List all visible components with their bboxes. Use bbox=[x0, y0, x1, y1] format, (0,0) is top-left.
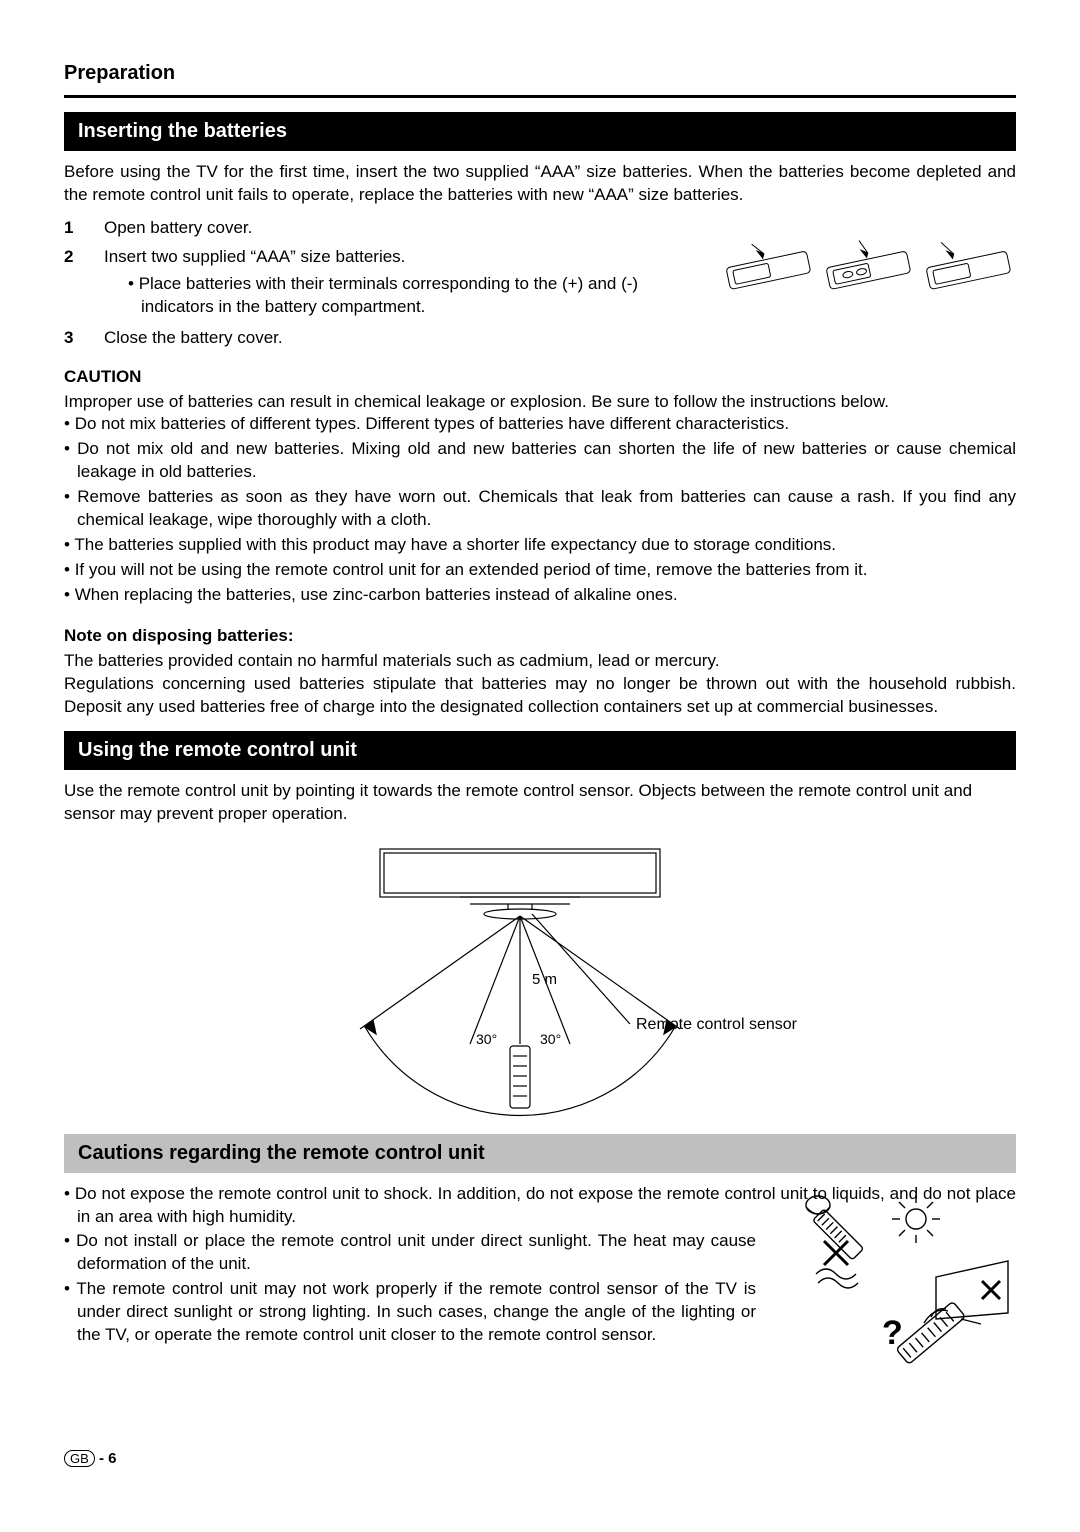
divider bbox=[64, 95, 1016, 98]
step-num: 2 bbox=[64, 246, 104, 321]
step-text: Close the battery cover. bbox=[104, 327, 283, 350]
angle-left-label: 30° bbox=[476, 1031, 497, 1047]
note-p2: Regulations concerning used batteries st… bbox=[64, 673, 1016, 719]
step-2-sub: Place batteries with their terminals cor… bbox=[128, 273, 706, 319]
caution-item: The remote control unit may not work pro… bbox=[64, 1278, 1016, 1347]
distance-label: 5 m bbox=[532, 971, 557, 988]
caution-item: Do not install or place the remote contr… bbox=[64, 1230, 1016, 1276]
footer-page-num: 6 bbox=[108, 1450, 116, 1467]
caution-item: Remove batteries as soon as they have wo… bbox=[64, 486, 1016, 532]
note-label: Note on disposing batteries: bbox=[64, 625, 1016, 648]
caution-item: Do not expose the remote control unit to… bbox=[64, 1183, 1016, 1229]
caution-item: Do not mix batteries of different types.… bbox=[64, 413, 1016, 436]
section-header-cautions: Cautions regarding the remote control un… bbox=[64, 1134, 1016, 1173]
page-footer: GB - 6 bbox=[64, 1449, 1016, 1469]
angle-right-label: 30° bbox=[540, 1031, 561, 1047]
remote-caution-bullets: Do not expose the remote control unit to… bbox=[64, 1183, 1016, 1348]
step-text: Open battery cover. bbox=[104, 217, 252, 240]
battery-cover-diagram-icon bbox=[716, 213, 1016, 318]
caution-item: Do not mix old and new batteries. Mixing… bbox=[64, 438, 1016, 484]
page-title: Preparation bbox=[64, 60, 1016, 87]
step-num: 1 bbox=[64, 217, 104, 240]
step-num: 3 bbox=[64, 327, 104, 350]
caution-label: CAUTION bbox=[64, 366, 1016, 389]
caution-item: The batteries supplied with this product… bbox=[64, 534, 1016, 557]
battery-steps: 1 Open battery cover. 2 Insert two suppl… bbox=[64, 217, 706, 350]
caution-intro: Improper use of batteries can result in … bbox=[64, 391, 1016, 414]
footer-sep: - bbox=[95, 1450, 108, 1467]
inserting-intro: Before using the TV for the first time, … bbox=[64, 161, 1016, 207]
footer-region: GB bbox=[64, 1450, 95, 1467]
step-1: 1 Open battery cover. bbox=[64, 217, 706, 240]
caution-item: If you will not be using the remote cont… bbox=[64, 559, 1016, 582]
step-2-sub-a: Place batteries with their terminals cor… bbox=[128, 273, 706, 319]
step-text: Insert two supplied “AAA” size batteries… bbox=[104, 246, 706, 321]
sensor-label: Remote control sensor bbox=[636, 1016, 798, 1033]
remote-intro: Use the remote control unit by pointing … bbox=[64, 780, 1016, 826]
remote-range-diagram: 5 m 30° 30° Remote control sensor bbox=[64, 844, 1016, 1124]
step-3: 3 Close the battery cover. bbox=[64, 327, 706, 350]
note-p1: The batteries provided contain no harmfu… bbox=[64, 650, 1016, 673]
caution-item: When replacing the batteries, use zinc-c… bbox=[64, 584, 1016, 607]
caution-bullets: Do not mix batteries of different types.… bbox=[64, 413, 1016, 607]
section-header-remote: Using the remote control unit bbox=[64, 731, 1016, 770]
step-2: 2 Insert two supplied “AAA” size batteri… bbox=[64, 246, 706, 321]
section-header-inserting: Inserting the batteries bbox=[64, 112, 1016, 151]
